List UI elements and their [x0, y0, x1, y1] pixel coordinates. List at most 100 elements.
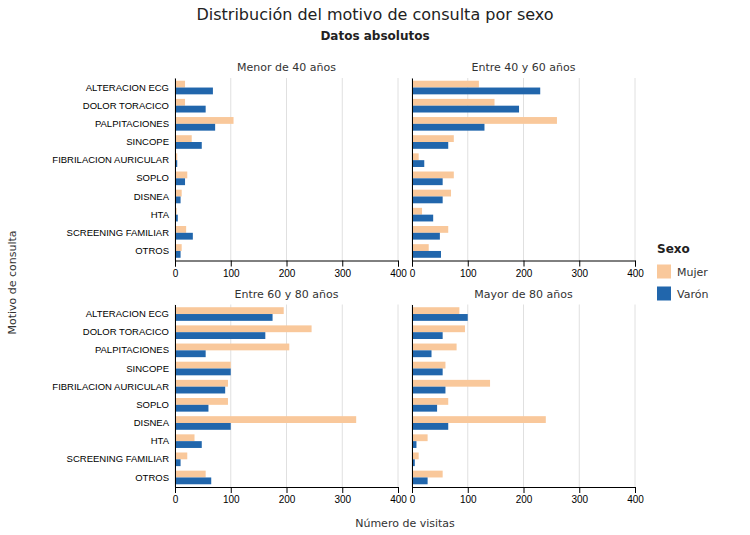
x-tick-mark [342, 487, 343, 493]
y-tick: HTA [151, 209, 170, 220]
legend-swatch [657, 287, 671, 301]
bar [412, 387, 445, 394]
y-tick: SOPLO [136, 399, 169, 410]
bar [412, 226, 448, 233]
bar [175, 244, 182, 251]
bar [412, 307, 459, 314]
x-tick-label: 100 [223, 494, 240, 505]
bar [412, 471, 443, 478]
x-tick-label: 300 [334, 268, 351, 279]
bar [175, 226, 186, 233]
bar [175, 325, 312, 332]
grid-line [342, 78, 343, 261]
y-tick-label: PALPITACIONES [95, 344, 169, 355]
bar [175, 99, 185, 106]
y-tick-label: FIBRILACION AURICULAR [52, 381, 169, 392]
x-tick: 300 [571, 261, 588, 279]
bar [412, 477, 428, 484]
bar [175, 380, 228, 387]
x-tick-label: 300 [571, 494, 588, 505]
bar [175, 477, 211, 484]
bar [412, 416, 546, 423]
bar [412, 244, 429, 251]
bar [412, 325, 465, 332]
x-tick-label: 300 [571, 268, 588, 279]
x-tick-mark [412, 487, 413, 493]
legend-item: Varón [657, 287, 708, 301]
x-tick-label: 200 [279, 268, 296, 279]
y-axis-line [175, 79, 176, 262]
bar [175, 471, 206, 478]
x-axis: 0100200300400 [410, 261, 645, 279]
legend-label: Varón [677, 288, 708, 301]
bar [412, 452, 419, 459]
x-tick: 0 [410, 261, 416, 279]
legend-swatch [657, 265, 671, 279]
y-tick: FIBRILACION AURICULAR [52, 154, 169, 165]
x-axis-title: Número de visitas [355, 517, 455, 530]
y-tick: ALTERACION ECG [86, 82, 169, 93]
bar [412, 124, 484, 131]
x-axis-line [413, 261, 636, 267]
y-tick-label: SINCOPE [126, 363, 169, 374]
y-tick: OTROS [135, 472, 169, 483]
bar [175, 81, 185, 88]
title: Distribución del motivo de consulta por … [196, 5, 553, 24]
bar [412, 332, 443, 339]
bar [412, 106, 519, 113]
x-tick-mark [412, 261, 413, 267]
x-tick-mark [231, 261, 232, 267]
y-tick: SINCOPE [126, 363, 169, 374]
legend-item: Mujer [657, 265, 708, 279]
y-tick: SCREENING FAMILIAR [67, 227, 170, 238]
panel: Mayor de 80 años0100200300400 [410, 288, 645, 506]
x-axis-line [413, 488, 636, 494]
x-tick-mark [524, 261, 525, 267]
panel-title: Entre 60 y 80 años [235, 288, 339, 301]
x-tick-label: 400 [627, 494, 644, 505]
bar [412, 380, 490, 387]
bar [412, 117, 557, 124]
bar [412, 405, 437, 412]
y-tick-label: SINCOPE [126, 136, 169, 147]
bar [412, 362, 445, 369]
y-axis-line [412, 305, 413, 488]
bar [412, 172, 454, 179]
bars [175, 81, 234, 258]
grid-line [412, 78, 413, 261]
bar [175, 178, 185, 185]
x-tick-mark [524, 487, 525, 493]
bar [175, 117, 234, 124]
panel-title: Mayor de 80 años [474, 288, 573, 301]
bar [175, 344, 289, 351]
x-tick-label: 0 [173, 494, 179, 505]
x-tick-mark [398, 261, 399, 267]
bar [412, 99, 495, 106]
y-tick: PALPITACIONES [95, 344, 169, 355]
bar [412, 434, 428, 441]
bars [175, 307, 356, 484]
bar [412, 196, 443, 203]
bar [175, 369, 231, 376]
bar [175, 423, 231, 430]
x-tick: 200 [279, 261, 296, 279]
x-tick-mark [579, 261, 580, 267]
x-tick-label: 400 [627, 268, 644, 279]
grid [175, 78, 398, 261]
y-tick-label: SOPLO [136, 172, 169, 183]
x-tick-label: 200 [279, 494, 296, 505]
x-tick-mark [579, 487, 580, 493]
bar [412, 369, 443, 376]
bar [412, 314, 468, 321]
bar [175, 398, 228, 405]
bars [412, 307, 546, 484]
y-tick: SCREENING FAMILIAR [67, 453, 170, 464]
y-tick-label: DISNEA [134, 191, 170, 202]
bar [175, 142, 202, 149]
grid-line [175, 305, 176, 488]
x-tick: 400 [627, 261, 644, 279]
panel: Entre 60 y 80 años0100200300400ALTERACIO… [52, 288, 407, 506]
y-tick-label: FIBRILACION AURICULAR [52, 154, 169, 165]
bar [175, 434, 195, 441]
x-tick: 300 [571, 487, 588, 505]
